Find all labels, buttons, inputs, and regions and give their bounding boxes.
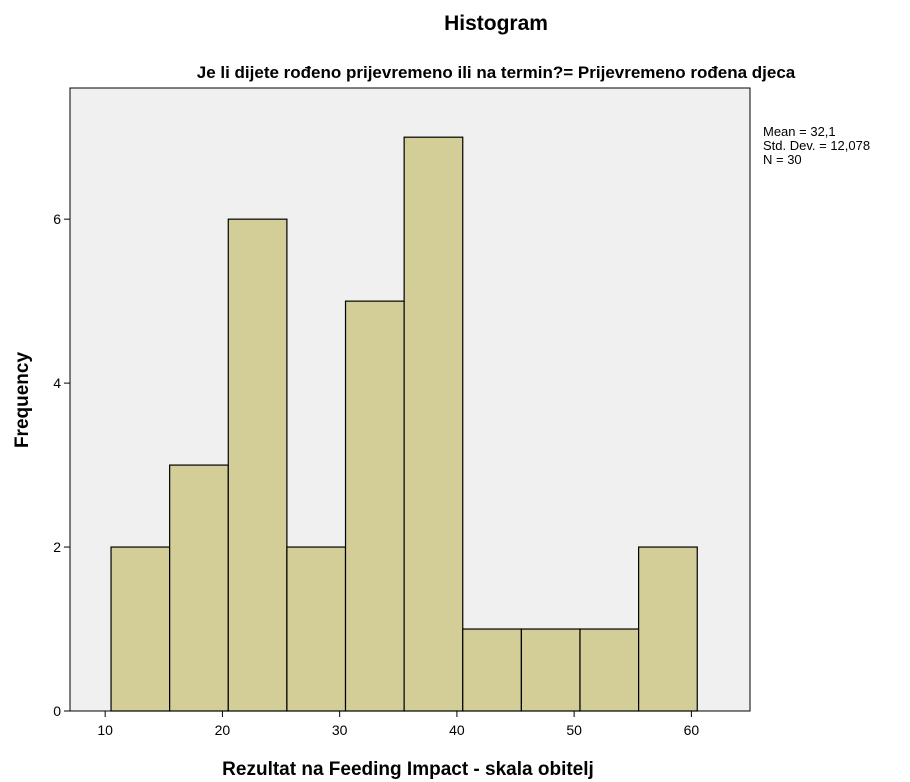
x-tick-label: 60 [684,722,700,738]
x-tick-label: 50 [566,722,582,738]
histogram-bar-4 [286,546,347,712]
y-tick-label: 0 [53,703,61,719]
x-tick-label: 20 [215,722,231,738]
y-axis: 0 2 4 6 [53,211,70,719]
stats-n: N = 30 [763,152,802,167]
histogram-bar-3 [227,218,288,712]
bars-group [110,136,698,712]
histogram-bar-1 [110,546,171,712]
x-tick-label: 30 [332,722,348,738]
stats-box: Mean = 32,1 Std. Dev. = 12,078 N = 30 [763,124,870,167]
y-tick-label: 4 [53,375,61,391]
y-axis-label: Frequency [12,352,33,449]
chart-subtitle: Je li dijete rođeno prijevremeno ili na … [197,63,796,82]
y-tick-label: 2 [53,539,61,555]
histogram-bar-6 [403,136,464,712]
histogram-bar-7 [462,628,522,712]
histogram-bar-10 [638,546,698,712]
histogram-bar-8 [520,628,581,712]
histogram-bar-2 [169,464,229,712]
x-tick-label: 10 [97,722,113,738]
x-axis: 10 20 30 40 50 60 [97,711,699,738]
histogram-bar-9 [579,628,640,712]
x-tick-label: 40 [449,722,465,738]
stats-std-dev: Std. Dev. = 12,078 [763,138,870,153]
chart-title: Histogram [444,12,548,35]
stats-mean: Mean = 32,1 [763,124,836,139]
y-tick-label: 6 [53,211,61,227]
histogram-bar-5 [344,300,405,712]
x-axis-label: Rezultat na Feeding Impact - skala obite… [222,759,594,780]
